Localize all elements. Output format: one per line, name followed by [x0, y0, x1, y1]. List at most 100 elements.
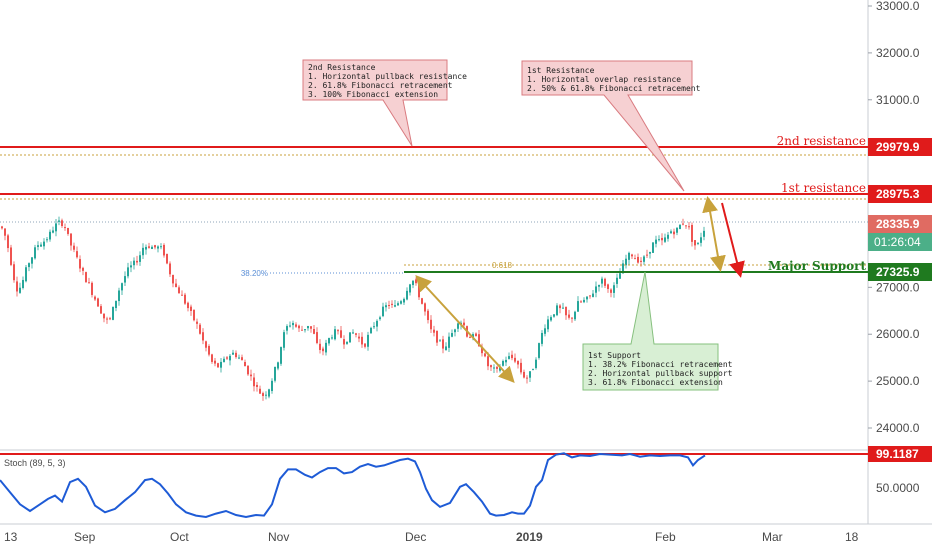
candle-body [598, 285, 600, 287]
candle-body [502, 360, 504, 366]
candle-body [661, 237, 663, 241]
note-1st-support[interactable]: 1st Support 1. 38.2% Fibonacci retraceme… [582, 271, 733, 391]
candle-body [76, 251, 78, 258]
candle-body [700, 237, 702, 243]
candle-body [58, 220, 60, 222]
candle-body [64, 227, 66, 229]
candle-body [235, 352, 237, 358]
candle-body [592, 293, 594, 297]
candle-body [703, 230, 705, 237]
candle-body [493, 367, 495, 369]
candle-body [397, 303, 399, 306]
candle-body [541, 332, 543, 344]
candle-body [226, 357, 228, 359]
candle-body [292, 322, 294, 326]
candle-body [4, 228, 6, 236]
candle-body [109, 318, 111, 320]
candle-body [556, 305, 558, 316]
second-resistance-label: 2nd resistance [777, 134, 866, 148]
candle-body [637, 256, 639, 263]
countdown-tag-text: 01:26:04 [874, 235, 921, 249]
second-resistance-tag [868, 138, 932, 156]
candle-body [640, 260, 642, 262]
candle-body [583, 299, 585, 303]
time-axis: 13 Sep Oct Nov Dec 2019 Feb Mar 18 [4, 530, 859, 544]
candle-body [625, 258, 627, 266]
fib-382-label: 38.20% [241, 269, 268, 278]
candle-body [256, 384, 258, 387]
candle-body [265, 394, 267, 396]
candle-body [415, 279, 417, 284]
candle-body [529, 371, 531, 378]
fib-extension-arrow [415, 275, 515, 383]
time-tick-label: Sep [74, 530, 96, 544]
note-1st-resistance-line-1: 1. Horizontal overlap resistance [527, 75, 681, 84]
note-2nd-resistance-line-1: 1. Horizontal pullback resistance [308, 72, 467, 81]
candle-body [268, 389, 270, 397]
candle-body [619, 273, 621, 279]
candle-body [25, 267, 27, 282]
candle-body [130, 265, 132, 268]
note-1st-resistance[interactable]: 1st Resistance 1. Horizontal overlap res… [521, 60, 701, 192]
note-2nd-resistance[interactable]: 2nd Resistance 1. Horizontal pullback re… [302, 59, 467, 147]
projection-arrows [415, 196, 745, 383]
fib-618-label: 0.618 [492, 261, 513, 270]
candle-body [193, 309, 195, 321]
candle-body [178, 287, 180, 294]
candle-body [358, 336, 360, 339]
candle-body [646, 254, 648, 256]
candle-body [673, 231, 675, 235]
candle-body [331, 337, 333, 339]
candle-body [355, 333, 357, 335]
candle-body [451, 333, 453, 337]
candle-body [607, 284, 609, 289]
candle-body [316, 332, 318, 344]
candle-body [283, 332, 285, 348]
candle-body [49, 231, 51, 240]
candle-body [487, 356, 489, 367]
candle-body [616, 277, 618, 284]
candle-body [568, 314, 570, 318]
candle-body [436, 330, 438, 343]
time-tick-label: Dec [405, 530, 426, 544]
candle-body [121, 283, 123, 291]
candle-body [73, 245, 75, 250]
candle-body [196, 321, 198, 324]
candle-body [427, 310, 429, 321]
candle-body [535, 359, 537, 369]
candle-body [97, 298, 99, 307]
time-tick-label: Oct [170, 530, 189, 544]
candle-body [463, 322, 465, 326]
candle-body [157, 246, 159, 249]
candle-body [571, 317, 573, 319]
candle-body [379, 317, 381, 320]
candle-body [184, 294, 186, 304]
candle-body [127, 267, 129, 277]
candle-body [28, 263, 30, 268]
candle-body [286, 326, 288, 331]
candle-body [1, 226, 3, 229]
candle-body [490, 365, 492, 368]
candle-body [160, 246, 162, 248]
candle-body [223, 358, 225, 363]
major-support-label: Major Support [768, 259, 866, 273]
candle-body [214, 360, 216, 364]
candle-body [7, 235, 9, 249]
price-tick-label: 25000.0 [876, 374, 920, 388]
candle-body [13, 264, 15, 281]
candle-body [16, 281, 18, 292]
note-1st-support-box [582, 271, 719, 391]
candle-body [46, 239, 48, 241]
candle-body [169, 263, 171, 275]
candle-body [364, 343, 366, 347]
candle-body [115, 300, 117, 309]
candle-body [136, 260, 138, 263]
first-resistance-tag [868, 185, 932, 203]
candle-body [79, 259, 81, 269]
candle-body [622, 263, 624, 274]
candle-body [562, 307, 564, 309]
candle-body [514, 357, 516, 362]
candle-body [586, 296, 588, 300]
candle-body [277, 362, 279, 369]
